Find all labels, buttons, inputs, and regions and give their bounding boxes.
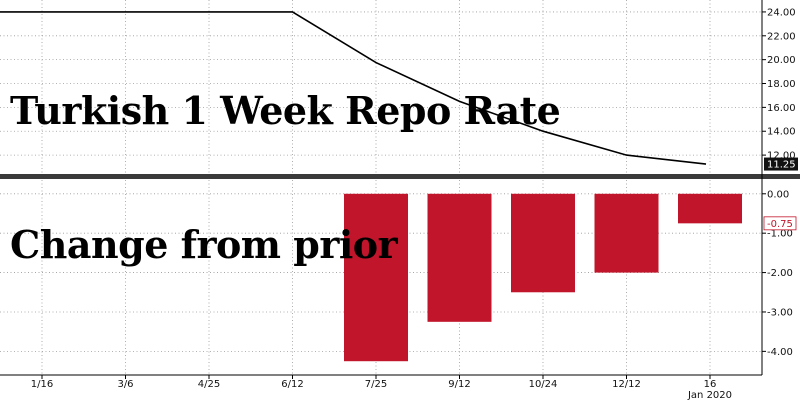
x-tick-label: 7/25 xyxy=(365,379,387,390)
y-tick-labels: 24.00 22.00 20.00 18.00 16.00 14.00 12.00 0.00 -… xyxy=(762,7,796,358)
value-callouts: 11.25 -0.75 xyxy=(763,157,798,231)
chart-title-repo-rate: Turkish 1 Week Repo Rate xyxy=(10,88,561,133)
bar xyxy=(594,193,659,273)
top-y-tick-label: 24.00 xyxy=(767,7,796,18)
top-y-tick-label: 18.00 xyxy=(767,79,796,90)
x-tick-label: 4/25 xyxy=(198,379,220,390)
top-y-tick-label: 20.00 xyxy=(767,55,796,66)
repo-rate-line xyxy=(0,11,707,165)
x-sublabel: Jan 2020 xyxy=(687,390,732,400)
bars-layer xyxy=(344,193,742,362)
x-tick-label: 1/16 xyxy=(31,379,53,390)
bottom-y-tick-label: -2.00 xyxy=(767,268,793,279)
top-panel-grid xyxy=(0,0,762,173)
bottom-y-tick-label: -4.00 xyxy=(767,347,793,358)
line-layer xyxy=(0,11,707,165)
x-tick-label: 3/6 xyxy=(117,379,133,390)
top-y-tick-label: 16.00 xyxy=(767,103,796,114)
bar xyxy=(678,193,742,224)
x-tick-label: 6/12 xyxy=(281,379,303,390)
last-value-callout-top: 11.25 xyxy=(767,160,796,171)
top-y-tick-label: 12.00 xyxy=(767,151,796,162)
bar xyxy=(344,193,408,362)
bottom-y-tick-label: -1.00 xyxy=(767,229,793,240)
chart-title-change: Change from prior xyxy=(10,222,398,267)
last-value-callout-box xyxy=(763,216,797,231)
x-tick-label: 12/12 xyxy=(612,379,641,390)
x-tick-label: 10/24 xyxy=(529,379,558,390)
x-tick-label: 9/12 xyxy=(448,379,470,390)
bar xyxy=(427,193,492,322)
last-value-callout-box xyxy=(764,157,798,171)
last-value-callout-bottom: -0.75 xyxy=(767,219,793,230)
top-y-tick-label: 22.00 xyxy=(767,31,796,42)
bar xyxy=(511,193,575,293)
x-tick-label: 16 xyxy=(704,379,717,390)
bottom-y-tick-label: 0.00 xyxy=(767,189,789,200)
top-y-tick-label: 14.00 xyxy=(767,127,796,138)
bottom-y-tick-label: -3.00 xyxy=(767,307,793,318)
